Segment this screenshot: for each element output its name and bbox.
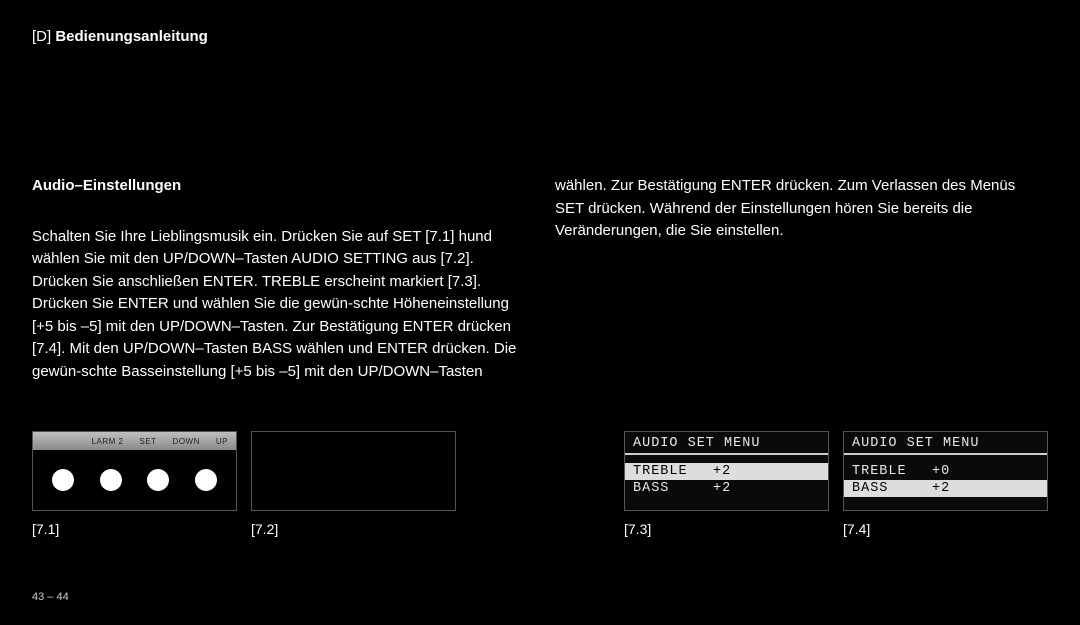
right-body: wählen. Zur Bestätigung ENTER drücken. Z… [555, 175, 1048, 243]
figure-7-2: [7.2] [251, 431, 456, 537]
menu-label: TREBLE [633, 464, 713, 479]
knob-icon [195, 469, 217, 491]
figure-7-3: AUDIO SET MENU TREBLE +2 BASS +2 [7.3] [624, 431, 829, 537]
right-column: wählen. Zur Bestätigung ENTER drücken. Z… [555, 175, 1048, 383]
figure-label: [7.2] [251, 521, 456, 537]
panel-labels: LARM 2 SET DOWN UP [33, 432, 236, 450]
menu-title: AUDIO SET MENU [625, 432, 828, 455]
menu-label: TREBLE [852, 464, 932, 479]
menu-row-treble: TREBLE +2 [625, 463, 828, 480]
figure-7-4: AUDIO SET MENU TREBLE +0 BASS +2 [7.4] [843, 431, 1048, 537]
figure-label: [7.1] [32, 521, 237, 537]
menu-value: +0 [932, 464, 950, 479]
left-column: Audio–Einstellungen Schalten Sie Ihre Li… [32, 175, 525, 383]
left-body: Schalten Sie Ihre Lieblingsmusik ein. Dr… [32, 226, 525, 384]
panel-label: SET [139, 437, 156, 446]
menu-row-bass: BASS +2 [844, 480, 1047, 497]
figures-row: LARM 2 SET DOWN UP [7.1] [7.2] [32, 431, 1048, 537]
menu-value: +2 [713, 481, 731, 496]
figure-label: [7.3] [624, 521, 829, 537]
page-title: Bedienungsanleitung [55, 28, 208, 45]
menu-row-bass: BASS +2 [625, 480, 828, 497]
lang-tag: [D] [32, 28, 51, 45]
figure-label: [7.4] [843, 521, 1048, 537]
panel-knobs [33, 450, 236, 510]
knob-icon [147, 469, 169, 491]
section-title: Audio–Einstellungen [32, 175, 525, 198]
menu-value: +2 [932, 481, 950, 496]
audio-menu: AUDIO SET MENU TREBLE +2 BASS +2 [624, 431, 829, 511]
menu-label: BASS [633, 481, 713, 496]
menu-value: +2 [713, 464, 731, 479]
panel-label: DOWN [173, 437, 200, 446]
device-panel: LARM 2 SET DOWN UP [32, 431, 237, 511]
panel-label: UP [216, 437, 228, 446]
menu-label: BASS [852, 481, 932, 496]
page-header: [D] Bedienungsanleitung [32, 28, 1048, 45]
menu-title: AUDIO SET MENU [844, 432, 1047, 455]
blank-panel [251, 431, 456, 511]
panel-label: LARM 2 [92, 437, 124, 446]
figure-7-1: LARM 2 SET DOWN UP [7.1] [32, 431, 237, 537]
knob-icon [52, 469, 74, 491]
audio-menu: AUDIO SET MENU TREBLE +0 BASS +2 [843, 431, 1048, 511]
page-number: 43 – 44 [32, 591, 69, 603]
knob-icon [100, 469, 122, 491]
menu-row-treble: TREBLE +0 [844, 463, 1047, 480]
text-columns: Audio–Einstellungen Schalten Sie Ihre Li… [32, 175, 1048, 383]
